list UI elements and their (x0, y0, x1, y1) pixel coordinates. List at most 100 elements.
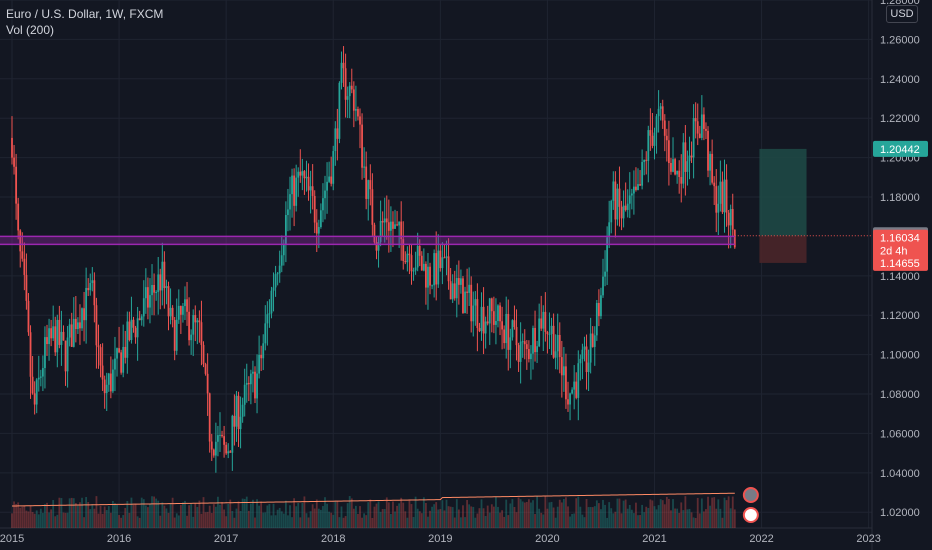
volume-bar (153, 496, 155, 528)
volume-bar (647, 508, 650, 528)
volume-bar (655, 509, 658, 528)
volume-bar (239, 511, 242, 528)
candle-body (217, 435, 219, 442)
volume-bar (44, 504, 46, 528)
volume-indicator-label[interactable]: Vol (200) (6, 23, 55, 37)
candle-body (608, 222, 611, 238)
volume-bar (249, 503, 252, 528)
candle-body (163, 261, 166, 289)
volume-bar (287, 515, 289, 528)
candle-body (25, 274, 28, 301)
volume-bar (377, 501, 380, 528)
candle-body (79, 322, 81, 329)
volume-bar (637, 515, 639, 528)
candle-body (177, 305, 180, 320)
price-tick-label: 1.28000 (880, 0, 920, 7)
volume-bar (171, 497, 174, 528)
candle-body (468, 284, 471, 293)
candle-body (54, 326, 57, 353)
candle-body (715, 186, 718, 213)
candle-body (264, 323, 267, 344)
volume-bar (709, 505, 711, 528)
candle-body (132, 319, 135, 328)
candle-body (700, 114, 703, 138)
volume-bar (252, 499, 254, 528)
volume-bar (649, 499, 652, 528)
candle-body (515, 326, 518, 346)
candle-body (449, 281, 452, 300)
candle-body (270, 290, 273, 314)
volume-bar (641, 504, 644, 528)
candle-body (523, 341, 526, 345)
volume-bar (546, 508, 549, 528)
candle-body (278, 265, 281, 274)
candle-body (696, 121, 699, 134)
candle-body (546, 331, 549, 335)
volume-bar (620, 513, 623, 528)
volume-bar (711, 497, 714, 528)
volume-bar (103, 506, 106, 528)
candle-body (229, 451, 232, 453)
volume-bar (628, 504, 631, 528)
price-tick-label: 1.22000 (880, 113, 920, 125)
candle-body (674, 159, 676, 175)
currency-button[interactable]: USD (886, 5, 918, 23)
candle-body (134, 327, 137, 338)
candle-body (521, 341, 524, 343)
candle-body (447, 256, 450, 282)
volume-bar (15, 504, 18, 528)
candle-body (478, 328, 481, 332)
candle-body (437, 250, 440, 285)
volume-bar (72, 498, 75, 528)
candle-body (544, 311, 547, 332)
candle-body (284, 215, 287, 245)
candle-body (159, 274, 162, 291)
volume-bar (39, 508, 42, 528)
volume-bar (50, 509, 53, 528)
candle-body (319, 210, 322, 228)
candle-body (138, 318, 141, 321)
volume-bar (175, 513, 178, 528)
candle-body (408, 253, 411, 256)
volume-bar (412, 517, 415, 528)
candle-body (402, 239, 405, 262)
volume-bar (573, 513, 576, 528)
candle-body (670, 163, 672, 172)
candle-body (501, 321, 504, 330)
volume-bar (575, 498, 578, 528)
volume-bar (237, 501, 240, 528)
volume-bar (441, 500, 444, 528)
candle-body (243, 384, 246, 405)
candle-body (359, 116, 361, 125)
candle-body (194, 315, 197, 323)
price-tick-label: 1.18000 (880, 192, 920, 204)
candle-body (200, 322, 203, 345)
volume-bar (247, 510, 250, 528)
candle-body (260, 354, 263, 359)
candle-body (72, 318, 75, 347)
volume-bar (490, 504, 493, 528)
candle-body (480, 306, 483, 332)
candle-body (396, 224, 398, 226)
symbol-title[interactable]: Euro / U.S. Dollar, 1W, FXCM (6, 7, 164, 21)
candle-body (606, 237, 609, 272)
volume-bar (214, 506, 217, 528)
volume-bar (540, 512, 543, 528)
candle-body (381, 220, 384, 223)
volume-bar (387, 502, 390, 528)
volume-bar (513, 506, 516, 528)
candle-body (731, 209, 734, 230)
candle-body (497, 305, 499, 322)
candle-body (616, 188, 619, 220)
volume-bar (719, 508, 722, 528)
candle-body (334, 128, 337, 152)
candle-body (678, 170, 681, 177)
candle-body (665, 135, 668, 141)
candle-body (344, 68, 347, 100)
volume-bar (291, 517, 293, 528)
volume-bar (406, 517, 409, 528)
volume-bar (707, 496, 709, 528)
volume-bar (76, 505, 79, 528)
volume-bar (606, 517, 609, 528)
